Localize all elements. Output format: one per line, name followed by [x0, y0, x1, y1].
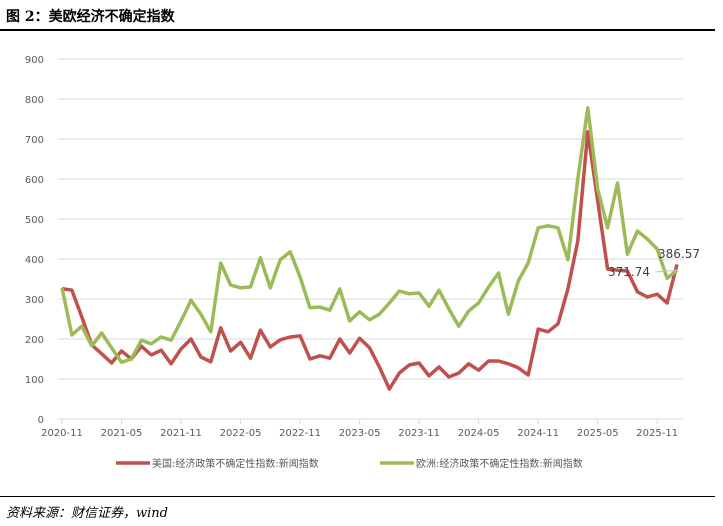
x-tick-label: 2021-11 — [160, 428, 202, 439]
y-tick-label: 700 — [25, 135, 44, 146]
us-series-line — [61, 130, 679, 391]
data-label-us: 386.57 — [658, 247, 700, 261]
x-tick-label: 2022-05 — [220, 428, 262, 439]
y-tick-label: 300 — [25, 295, 44, 306]
x-tick-label: 2025-05 — [577, 428, 619, 439]
y-tick-label: 100 — [25, 375, 44, 386]
data-label-eu: 371.74 — [608, 265, 650, 279]
y-tick-label: 800 — [25, 95, 44, 106]
y-tick-label: 500 — [25, 215, 44, 226]
source-rule — [0, 496, 715, 497]
y-tick-label: 0 — [38, 415, 44, 426]
eu-series-line — [60, 106, 679, 364]
x-tick-label: 2023-05 — [339, 428, 381, 439]
x-tick-label: 2020-11 — [41, 428, 83, 439]
x-tick-label: 2023-11 — [398, 428, 440, 439]
y-tick-label: 200 — [25, 335, 44, 346]
data-label-leader — [654, 269, 678, 273]
y-tick-label: 900 — [25, 55, 44, 66]
x-tick-label: 2024-11 — [517, 428, 559, 439]
source-note: 资料来源：财信证券，wind — [6, 506, 168, 521]
x-tick-label: 2022-11 — [279, 428, 321, 439]
x-tick-label: 2021-05 — [101, 428, 143, 439]
title-rule — [0, 29, 715, 31]
line-chart: 0 100 200 300 400 500 600 700 800 900 2020-11 2021-… — [25, 55, 700, 470]
x-tick-label: 2024-05 — [458, 428, 500, 439]
legend-label: 欧洲:经济政策不确定性指数:新闻指数 — [416, 457, 583, 470]
figure-title: 图 2：美欧经济不确定指数 — [6, 9, 175, 25]
y-tick-label: 400 — [25, 255, 44, 266]
x-tick-label: 2025-11 — [636, 428, 678, 439]
legend-label: 美国:经济政策不确定性指数:新闻指数 — [152, 457, 319, 470]
y-tick-label: 600 — [25, 175, 44, 186]
